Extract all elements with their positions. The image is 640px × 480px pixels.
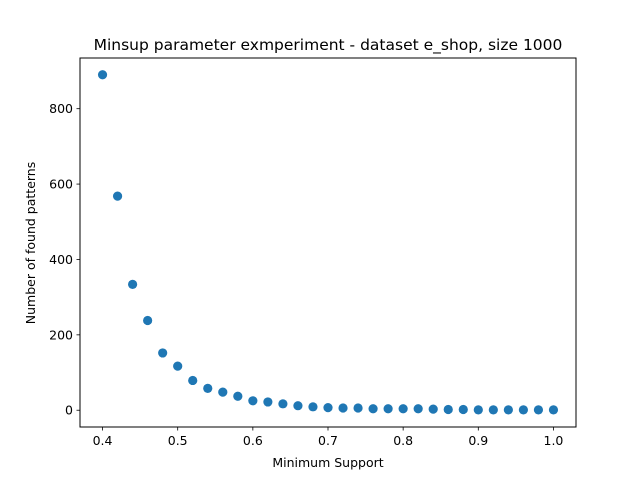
plot-area-frame <box>79 57 577 428</box>
data-point <box>488 405 498 415</box>
data-point <box>413 404 423 414</box>
data-point <box>143 315 153 326</box>
data-point <box>353 403 363 413</box>
x-tick-label: 0.6 <box>243 433 263 448</box>
data-point <box>338 403 348 413</box>
data-point <box>518 405 528 415</box>
x-tick-label: 0.7 <box>318 433 338 448</box>
y-tick-label: 600 <box>49 177 73 192</box>
data-point <box>97 70 108 80</box>
data-point <box>218 387 228 397</box>
y-tick-label: 800 <box>49 101 73 116</box>
data-point <box>308 402 318 412</box>
data-point <box>233 391 243 401</box>
chart-title: Minsup parameter exmperiment - dataset e… <box>94 36 563 55</box>
data-point <box>278 399 288 409</box>
data-point <box>263 397 273 407</box>
data-point <box>443 404 453 415</box>
data-point <box>428 404 438 414</box>
data-point <box>548 405 559 415</box>
x-axis-ticks: 0.4 0.5 0.6 0.7 0.8 0.9 1.0 <box>93 427 564 448</box>
x-tick-label: 0.8 <box>393 433 413 448</box>
data-points <box>97 70 559 415</box>
data-point <box>173 361 183 371</box>
data-point <box>158 348 168 358</box>
data-point <box>188 375 198 386</box>
data-point <box>128 279 138 289</box>
data-point <box>473 405 483 415</box>
data-point <box>368 404 378 414</box>
data-point <box>383 404 393 414</box>
data-point <box>203 383 213 393</box>
x-axis-label: Minimum Support <box>272 455 383 470</box>
data-point <box>503 405 513 415</box>
data-point <box>458 404 468 415</box>
data-point <box>533 405 544 415</box>
x-tick-label: 0.5 <box>168 433 188 448</box>
x-tick-label: 0.9 <box>468 433 488 448</box>
x-tick-label: 1.0 <box>544 433 564 448</box>
y-tick-label: 0 <box>65 403 73 418</box>
data-point <box>112 191 123 201</box>
y-axis-ticks: 0 200 400 600 800 <box>49 101 80 418</box>
y-axis-label: Number of found patterns <box>23 162 38 324</box>
y-tick-label: 200 <box>49 327 73 342</box>
data-point <box>398 404 408 414</box>
x-tick-label: 0.4 <box>93 433 113 448</box>
data-point <box>323 402 333 413</box>
data-point <box>248 396 258 406</box>
y-tick-label: 400 <box>49 252 73 267</box>
data-point <box>293 401 303 411</box>
